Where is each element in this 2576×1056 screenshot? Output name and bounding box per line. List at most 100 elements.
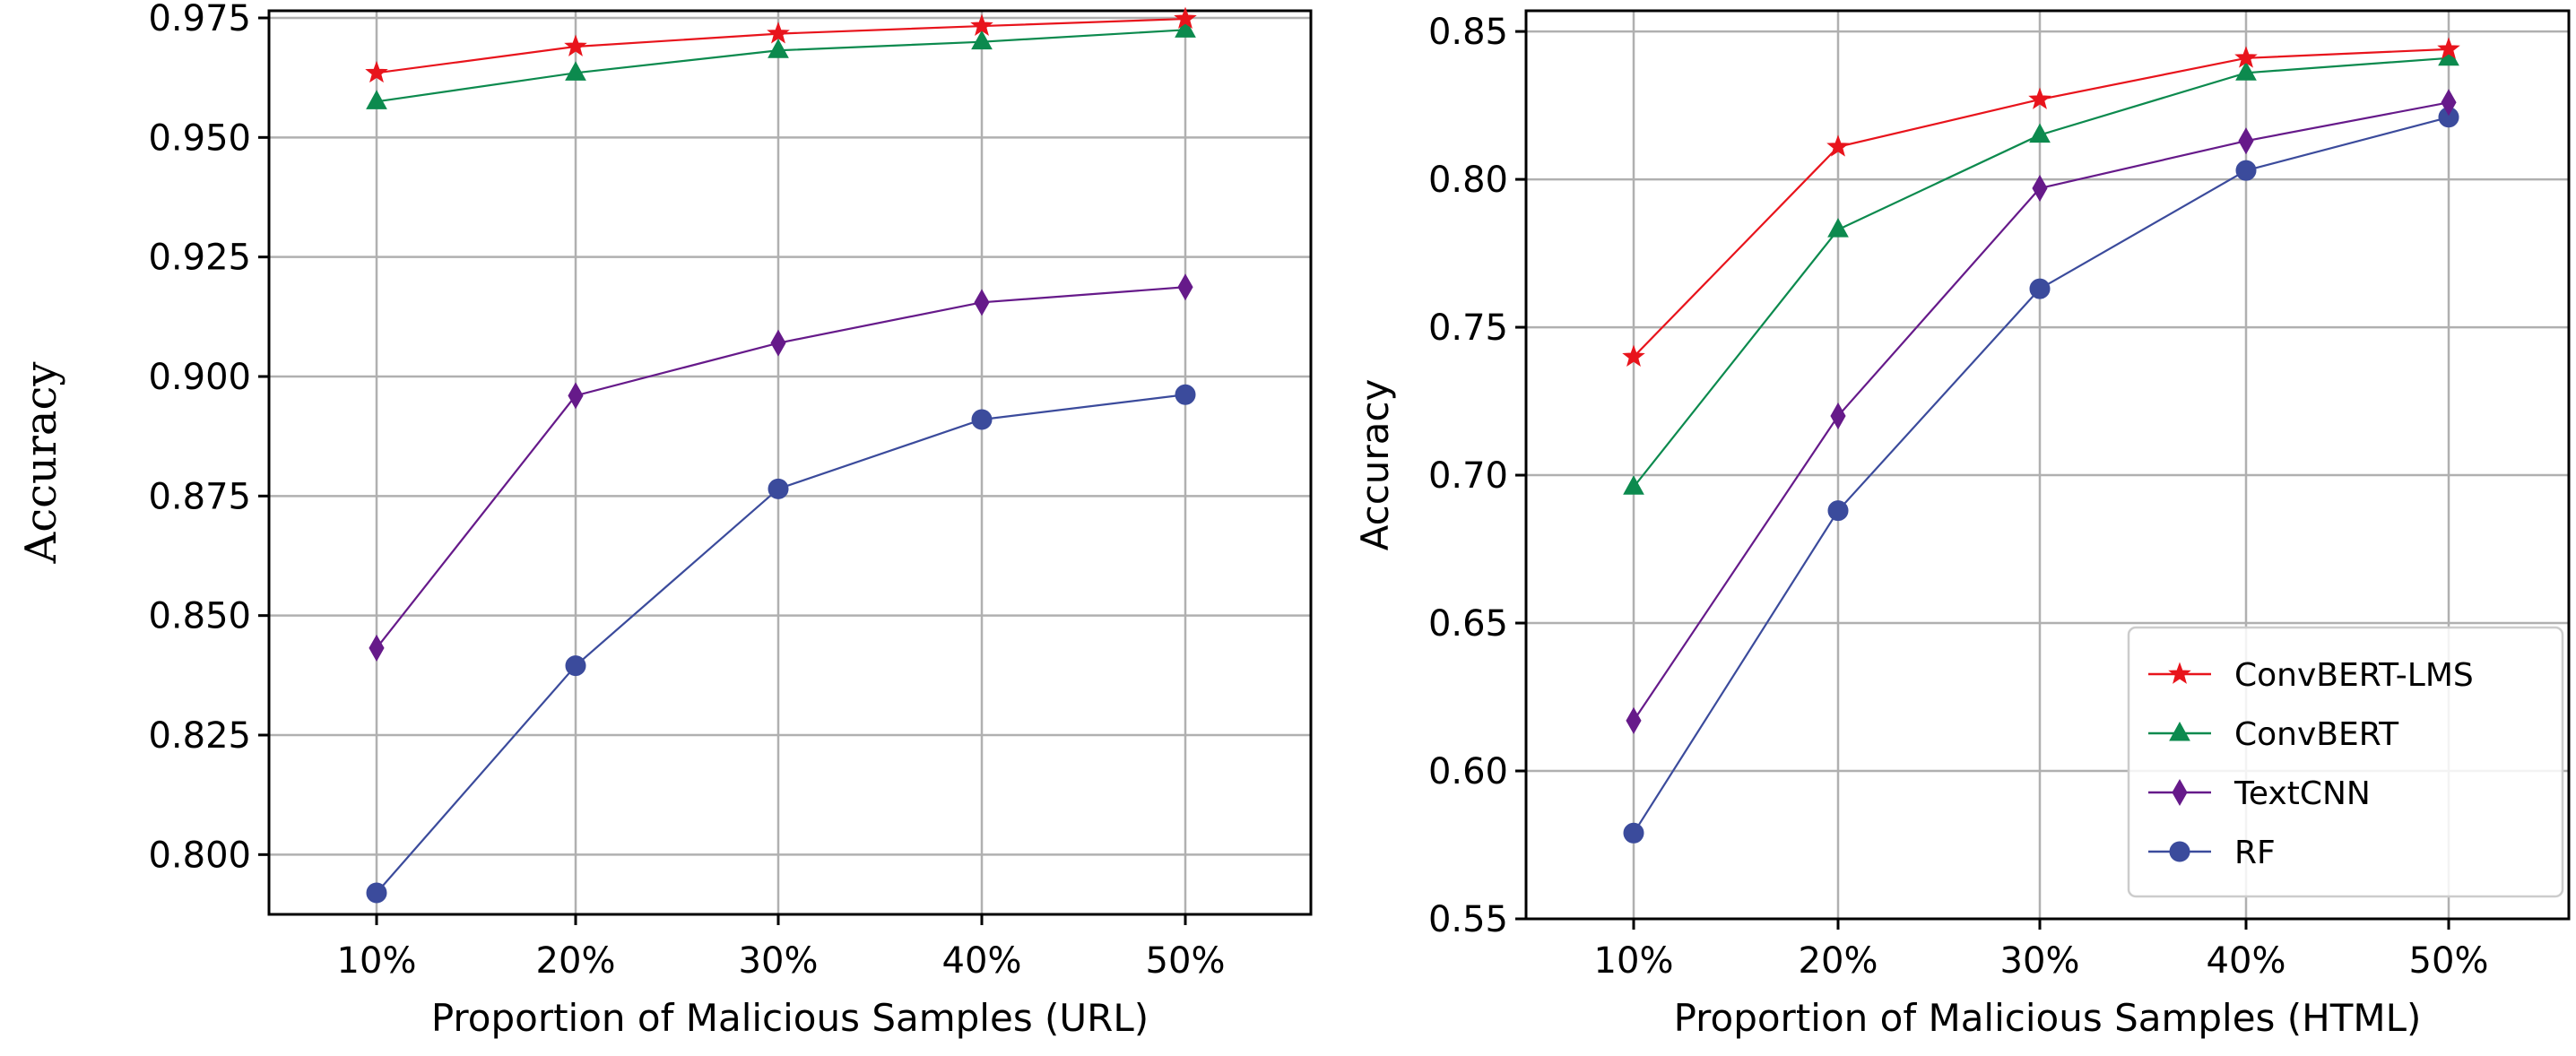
data-point-rf (2029, 278, 2051, 299)
x-tick-label: 10% (337, 940, 417, 982)
y-tick-label: 0.60 (1428, 751, 1508, 792)
series-convbert (1623, 46, 2459, 495)
y-axis: 0.975 0.950 0.925 0.900 0.875 0.850 0.825 0.800 (148, 0, 269, 876)
data-point-convbert (2235, 61, 2257, 81)
chart-panel-2: 0.85 0.80 0.75 0.70 0.65 0.60 0.55 10% 20% 30% 40%… (1353, 9, 2571, 1040)
data-point-convbert-lms (1622, 344, 1645, 367)
data-point-textcnn (1177, 273, 1193, 301)
y-tick-label: 0.975 (148, 0, 251, 39)
y-tick-label: 0.70 (1428, 455, 1508, 497)
data-point-textcnn (369, 634, 385, 662)
x-tick-label: 30% (2000, 940, 2080, 982)
data-point-textcnn (770, 329, 786, 357)
data-point-rf (1827, 500, 1849, 522)
data-point-rf (971, 409, 993, 430)
series-line-convbert (1633, 56, 2450, 488)
x-axis-label: Proportion of Malicious Samples (URL) (431, 996, 1149, 1040)
grid (269, 11, 1311, 914)
y-tick-label: 0.65 (1428, 603, 1508, 645)
legend-marker-star-icon (2168, 662, 2191, 684)
data-point-textcnn (2032, 174, 2048, 202)
y-tick-label: 0.950 (148, 117, 251, 159)
x-tick-label: 20% (1799, 940, 1878, 982)
data-point-rf (2235, 160, 2257, 181)
chart-panel-1: 0.975 0.950 0.925 0.900 0.875 0.850 0.825 0.800… (16, 0, 1313, 1040)
y-axis-label: Accuracy (16, 362, 66, 565)
data-point-convbert-lms (2234, 46, 2258, 68)
x-tick-label: 10% (1594, 940, 1674, 982)
data-point-convbert (565, 61, 586, 81)
series-rf (1623, 107, 2459, 844)
data-point-convbert-lms (365, 60, 388, 83)
legend: ConvBERT-LMS ConvBERT TextCNN RF (2127, 626, 2564, 898)
data-point-convbert-lms (2028, 87, 2051, 109)
legend-label: TextCNN (2233, 775, 2371, 812)
data-point-convbert-lms (564, 34, 587, 56)
y-tick-label: 0.800 (148, 835, 251, 876)
y-axis: 0.85 0.80 0.75 0.70 0.65 0.60 0.55 (1428, 12, 1526, 940)
data-point-textcnn (568, 382, 584, 410)
data-point-convbert (971, 30, 993, 50)
data-point-textcnn (974, 289, 990, 316)
data-point-rf (1175, 384, 1196, 405)
x-tick-label: 30% (739, 940, 819, 982)
legend-label: ConvBERT (2234, 716, 2399, 753)
series-rf (366, 384, 1196, 904)
y-tick-label: 0.875 (148, 476, 251, 517)
data-point-rf (565, 655, 586, 677)
data-point-convbert-lms (1174, 6, 1197, 29)
series-convbert-lms (1622, 37, 2460, 367)
y-axis-label: Accuracy (1353, 379, 1397, 551)
data-point-convbert (768, 39, 789, 58)
legend-item-textcnn: TextCNN (2148, 775, 2371, 812)
series-line-rf (376, 394, 1186, 894)
data-point-rf (1623, 822, 1644, 844)
data-point-convbert (1623, 475, 1644, 495)
x-tick-label: 40% (942, 940, 1022, 982)
x-axis-label: Proportion of Malicious Samples (HTML) (1674, 996, 2422, 1040)
y-tick-label: 0.75 (1428, 307, 1508, 349)
legend-box (2127, 626, 2564, 898)
data-point-textcnn (2238, 127, 2254, 155)
x-tick-label: 50% (2409, 940, 2489, 982)
x-axis: 10% 20% 30% 40% 50% (1594, 919, 2489, 982)
data-point-textcnn (1626, 706, 1642, 734)
legend-marker-circle-icon (2169, 841, 2190, 862)
y-tick-label: 0.825 (148, 715, 251, 757)
data-point-rf (366, 882, 387, 904)
x-tick-label: 40% (2207, 940, 2286, 982)
legend-label: ConvBERT-LMS (2234, 657, 2474, 694)
data-point-textcnn (1830, 402, 1846, 430)
plot-frame (1524, 9, 2571, 921)
data-point-convbert-lms (2437, 37, 2460, 59)
data-point-convbert (2029, 123, 2051, 143)
data-point-convbert (1827, 218, 1849, 238)
data-point-convbert-lms (1826, 134, 1850, 157)
legend-item-convbert-lms: ConvBERT-LMS (2148, 657, 2474, 694)
legend-marker-triangle-icon (2169, 721, 2190, 741)
y-tick-label: 0.925 (148, 238, 251, 279)
y-tick-label: 0.850 (148, 596, 251, 637)
series-line-convbert (376, 29, 1186, 103)
plot-frame (267, 9, 1313, 916)
legend-item-convbert: ConvBERT (2148, 716, 2399, 753)
x-tick-label: 50% (1146, 940, 1226, 982)
series-convbert (366, 18, 1196, 109)
y-tick-label: 0.85 (1428, 12, 1508, 53)
legend-marker-diamond-icon (2172, 778, 2188, 807)
series-convbert-lms (365, 6, 1197, 83)
y-tick-label: 0.55 (1428, 899, 1508, 940)
data-point-convbert-lms (767, 22, 790, 44)
y-tick-label: 0.900 (148, 357, 251, 398)
legend-item-rf: RF (2148, 835, 2276, 871)
series-textcnn (369, 273, 1193, 662)
data-point-convbert-lms (970, 13, 993, 36)
data-point-convbert (366, 90, 387, 109)
x-tick-label: 20% (536, 940, 616, 982)
data-point-convbert (1175, 18, 1196, 38)
legend-label: RF (2234, 835, 2276, 871)
data-point-rf (768, 478, 789, 499)
series-textcnn (1626, 89, 2457, 734)
data-point-textcnn (2441, 89, 2457, 117)
